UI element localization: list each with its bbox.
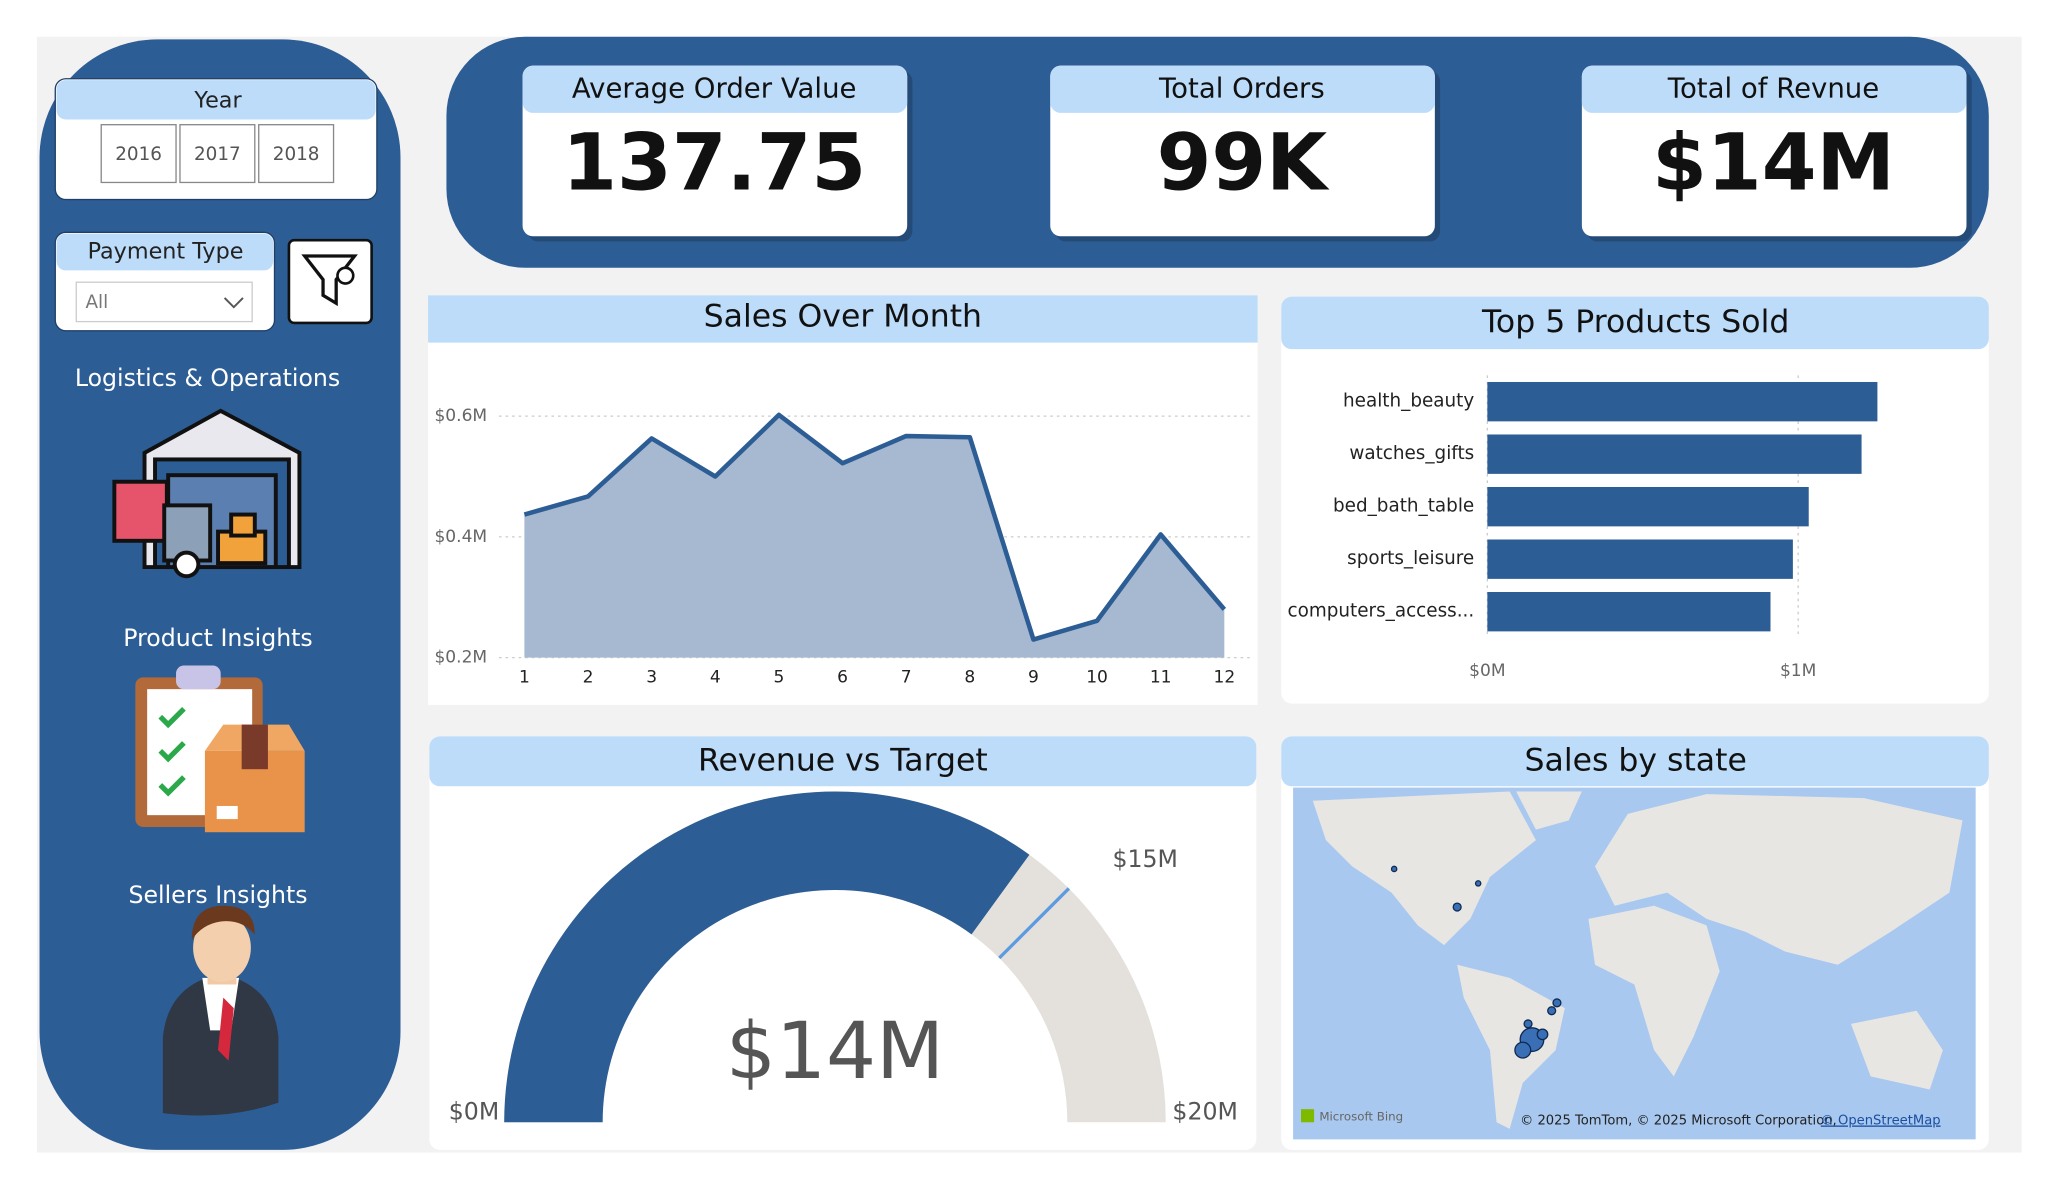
kpi-cards: Average Order Value 137.75 Total Orders 99K… [522,65,1972,242]
min-label: $0M [449,1098,499,1126]
dropdown-chevron [223,297,244,309]
bar [1487,592,1771,632]
x-tick-label: 9 [1028,667,1039,687]
gauge-target [998,887,1071,960]
clear-filter-button[interactable] [287,238,373,325]
x-tick-label: 4 [710,667,721,687]
year-label: 2017 [194,144,241,165]
kpi-header [1581,65,1967,113]
y-tick-label: $0.6M [434,406,487,426]
target-label: $15M [1112,845,1177,873]
y-tick-label: watches_gifts [1349,443,1474,464]
kpi-value: 99K [1157,116,1331,208]
y-tick-label: $0.2M [434,648,487,668]
y-tick-label: $0.4M [434,527,487,547]
section-link[interactable]: Product Insights [123,624,312,652]
seller-icon [162,905,279,1116]
year-header [56,80,376,120]
x-tick-label: 12 [1213,667,1235,687]
filter-clear-icon [336,266,355,285]
kpi-title: Average Order Value [572,72,857,104]
kpi-header [522,65,908,113]
max-label: $20M [1172,1098,1237,1126]
payment-dropdown[interactable] [75,281,253,323]
y-tick-label: health_beauty [1343,391,1474,412]
x-tick-label: 8 [964,667,975,687]
year-option[interactable] [258,124,335,184]
chart-header [429,736,1257,787]
map-title: Sales by state [1525,742,1747,778]
product-icon [135,665,305,833]
line-area [524,414,1225,658]
kpi-title: Total Orders [1158,72,1325,104]
x-tick-label: 7 [901,667,912,687]
year-option[interactable] [179,124,256,184]
kpi-value: 137.75 [562,116,866,208]
gauge-value [504,791,1030,1123]
chart-header [428,295,1258,343]
payment-value: All [85,292,108,313]
world-map: Microsoft Bing © 2025 TomTom, © 2025 Mic… [1293,787,1976,1140]
map-attribution: © 2025 TomTom, © 2025 Microsoft Corporat… [1520,1113,1837,1128]
year-option[interactable] [100,124,177,184]
year-label: 2018 [273,144,320,165]
gauge-value-label: $14M [726,1005,944,1097]
filter-icon [301,254,358,307]
charts: Sales Over Month$0.2M$0.4M$0.6M1 2 3 4 5 6 7 8 9… [428,295,1989,1126]
x-tick-label: 5 [773,667,784,687]
y-tick-label: bed_bath_table [1333,496,1474,517]
x-tick-label: 10 [1086,667,1108,687]
year-label: 2016 [115,144,162,165]
bar [1487,539,1793,579]
chart-title: Revenue vs Target [698,742,988,778]
kpi-value: $14M [1652,116,1895,208]
payment-title: Payment Type [88,239,244,265]
x-tick-label: 11 [1150,667,1172,687]
y-tick-label: computers_access... [1288,601,1475,622]
x-tick-label: 6 [837,667,848,687]
y-tick-label: sports_leisure [1347,548,1474,569]
gauge-panel [429,736,1257,1150]
bar [1487,381,1878,422]
kpi-title: Total of Revnue [1667,72,1879,104]
year-title: Year [193,88,242,114]
logo-mark [1300,1109,1315,1123]
payment-header [56,233,274,271]
year-options: 2016 2017 2018 [100,124,335,184]
map-logo: Microsoft Bing [1319,1110,1403,1124]
bar [1487,486,1809,527]
kpi-header [1050,65,1435,113]
x-tick-label: $0M [1469,661,1505,681]
x-tick-label: 3 [646,667,657,687]
chart-title: Top 5 Products Sold [1481,304,1789,340]
x-tick-label: 1 [519,667,530,687]
x-tick-label: $1M [1780,661,1816,681]
map-attribution-link[interactable]: © OpenStreetMap [1821,1113,1941,1128]
line [523,412,1227,642]
chart-title: Sales Over Month [704,299,982,335]
logistics-icon [112,408,302,579]
section-link[interactable]: Sellers Insights [129,881,308,909]
x-tick-label: 2 [583,667,594,687]
chart-header [1281,296,1989,350]
section-link[interactable]: Logistics & Operations [75,364,340,392]
bar [1487,434,1862,474]
map-header [1281,736,1989,787]
